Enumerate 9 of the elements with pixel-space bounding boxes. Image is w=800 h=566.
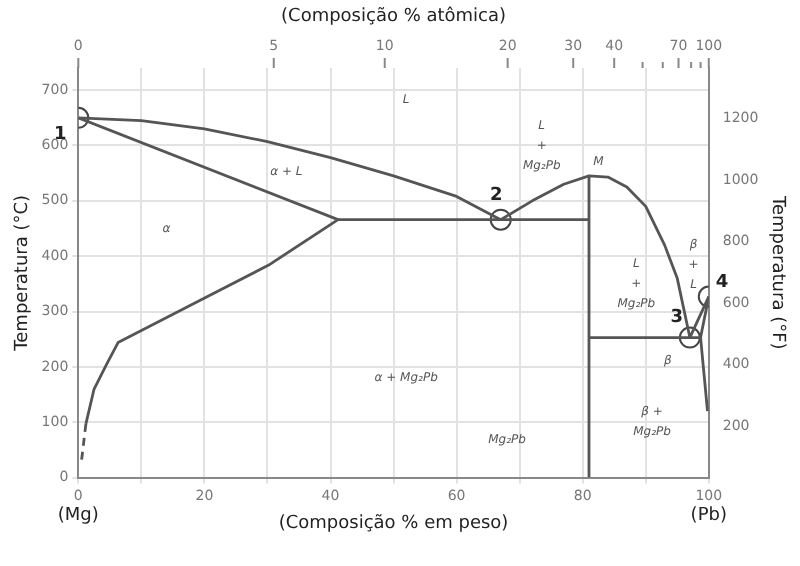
text: (Mg) bbox=[57, 506, 99, 527]
annotation: 3 bbox=[670, 308, 683, 329]
text: (Pb) bbox=[690, 506, 727, 527]
x-axis-title: (Composição % em peso) bbox=[278, 513, 509, 534]
annotation: 4 bbox=[715, 273, 729, 294]
annotation: 2 bbox=[490, 186, 503, 207]
y-axis-title: Temperatura (°C) bbox=[13, 194, 34, 353]
text: (Composição % atômica) bbox=[281, 4, 507, 27]
y2-axis-title: Temperatura (°F) bbox=[766, 194, 787, 350]
